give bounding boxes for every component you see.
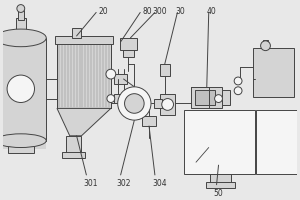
Bar — [191, 87, 222, 108]
Bar — [8, 146, 34, 153]
Bar — [72, 28, 82, 38]
Text: 80: 80 — [142, 7, 152, 16]
Ellipse shape — [0, 29, 46, 47]
Bar — [184, 110, 255, 174]
Bar — [57, 42, 111, 108]
Bar — [210, 174, 231, 184]
Text: 50: 50 — [214, 189, 224, 198]
Text: 302: 302 — [117, 179, 131, 188]
Bar — [0, 141, 46, 149]
Text: 304: 304 — [152, 179, 166, 188]
Text: 40: 40 — [207, 7, 217, 16]
Circle shape — [214, 95, 222, 102]
Text: 20: 20 — [98, 7, 108, 16]
Circle shape — [118, 87, 151, 120]
Polygon shape — [57, 108, 111, 136]
Circle shape — [234, 77, 242, 85]
Text: 300: 300 — [152, 7, 166, 16]
Bar — [262, 40, 268, 48]
Bar — [222, 90, 230, 105]
Circle shape — [7, 75, 34, 102]
Bar — [195, 90, 214, 105]
Circle shape — [107, 95, 115, 102]
Bar — [0, 38, 46, 141]
Bar — [154, 99, 162, 108]
Bar — [160, 64, 169, 76]
Bar — [16, 18, 26, 30]
Bar — [55, 36, 113, 44]
Bar — [114, 74, 128, 84]
Circle shape — [261, 41, 270, 51]
Bar — [120, 38, 137, 50]
Circle shape — [162, 99, 173, 110]
Bar — [114, 94, 128, 103]
Circle shape — [124, 94, 144, 113]
Circle shape — [17, 5, 25, 12]
Bar — [160, 94, 176, 115]
Bar — [66, 136, 82, 155]
Text: 30: 30 — [176, 7, 185, 16]
Bar — [206, 182, 235, 188]
Bar — [18, 10, 24, 20]
Text: 301: 301 — [83, 179, 98, 188]
Circle shape — [106, 69, 116, 79]
Bar — [253, 48, 294, 97]
Bar — [62, 152, 86, 158]
Bar — [142, 116, 156, 126]
Ellipse shape — [0, 134, 46, 148]
Bar — [57, 42, 111, 108]
Bar — [256, 110, 297, 174]
Circle shape — [234, 87, 242, 95]
Bar — [123, 48, 134, 57]
